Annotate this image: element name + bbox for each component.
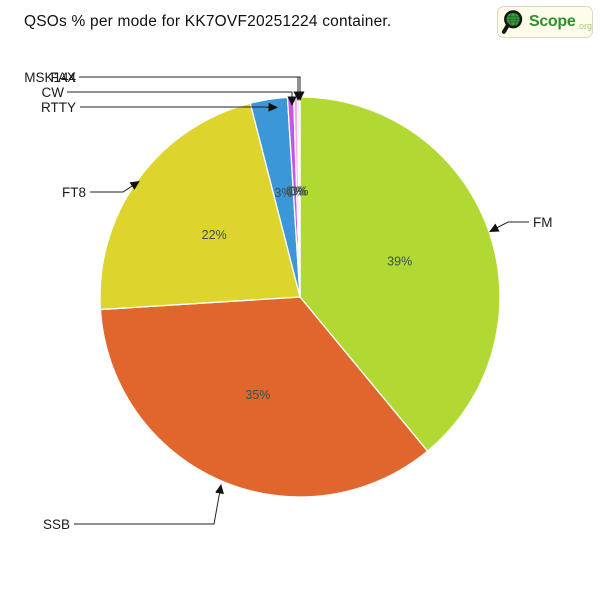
mode-label-ssb: SSB	[43, 517, 70, 532]
pie-slice-ft8	[99, 102, 301, 311]
pie-percentage-labels: 39%35%22%3%0%0%0%	[202, 185, 413, 402]
pie-wedges	[99, 96, 501, 498]
leader-line-ft8	[90, 180, 140, 193]
pct-label-ft8: 22%	[202, 228, 227, 242]
mode-label-cw: CW	[42, 85, 65, 100]
leader-line-cw	[67, 91, 297, 106]
leader-line-msk144	[79, 76, 305, 101]
logo-suffix: .org	[576, 21, 592, 31]
chart-title: QSOs % per mode for KK7OVF20251224 conta…	[24, 13, 392, 30]
mode-label-rtty: RTTY	[41, 100, 76, 115]
pct-label-cw: 0%	[286, 185, 304, 199]
pct-label-fm: 39%	[387, 255, 412, 269]
pie-slice-ssb	[99, 296, 429, 498]
leader-line-rtty	[80, 102, 278, 112]
pct-label-rtty: 3%	[274, 186, 292, 200]
pct-label-ssb: 35%	[245, 388, 270, 402]
mode-label-msk144: MSK144	[24, 70, 76, 85]
pct-label-fax: 0%	[290, 185, 308, 199]
mode-label-fax: FAX	[50, 70, 76, 85]
qscope-logo: Scope .org	[497, 6, 593, 38]
logo-text: Scope	[528, 13, 576, 30]
leader-line-fm	[489, 221, 529, 232]
magnifier-globe-icon	[501, 10, 523, 34]
pct-label-msk144: 0%	[289, 185, 307, 199]
pie-slice-fm	[299, 96, 501, 453]
mode-label-ft8: FT8	[62, 185, 86, 200]
leader-line-ssb	[74, 484, 224, 525]
mode-label-fm: FM	[533, 215, 553, 230]
leader-line-fax	[79, 76, 303, 101]
